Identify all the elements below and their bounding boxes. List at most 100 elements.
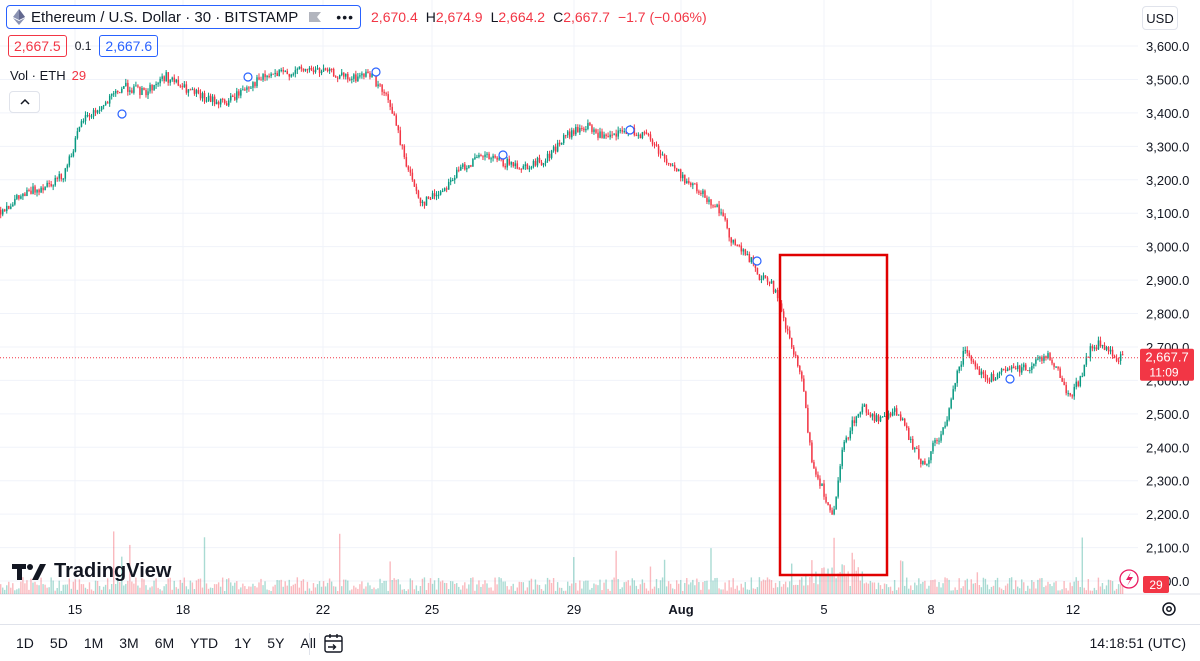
event-marker[interactable] <box>498 150 508 160</box>
utc-clock[interactable]: 14:18:51 (UTC) <box>1089 635 1186 651</box>
volume-label: Vol · ETH <box>10 68 66 83</box>
volume-bar <box>942 583 944 594</box>
volume-bar <box>58 580 60 594</box>
range-button-5d[interactable]: 5D <box>49 635 68 651</box>
candle-body <box>673 165 676 169</box>
volume-bar <box>978 585 981 594</box>
volume-bar <box>1085 590 1088 594</box>
symbol-title: Ethereum / U.S. Dollar · 30 · BITSTAMP <box>31 8 299 26</box>
candle-body <box>1109 349 1112 352</box>
candle-body <box>76 131 79 139</box>
volume-bar <box>294 583 297 594</box>
event-marker[interactable] <box>752 256 762 266</box>
candle-body <box>813 462 815 469</box>
volume-bar <box>710 548 712 594</box>
event-marker[interactable] <box>117 109 127 119</box>
candle-body <box>1121 354 1124 356</box>
candle-body <box>536 157 539 166</box>
volume-bar <box>38 585 40 594</box>
volume-bar <box>597 585 599 594</box>
volume-bar <box>845 576 847 594</box>
symbol-button[interactable]: Ethereum / U.S. Dollar · 30 · BITSTAMP •… <box>6 5 362 29</box>
ethereum-icon <box>13 9 25 25</box>
candle-body <box>908 427 910 440</box>
candle-body <box>197 90 200 93</box>
go-to-date-icon[interactable] <box>322 632 346 656</box>
volume-bar <box>16 589 18 594</box>
volume-bar <box>758 577 761 594</box>
candle-body <box>106 102 109 104</box>
change-value: −1.7 (−0.06%) <box>617 9 707 25</box>
volume-bar <box>562 590 565 594</box>
range-button-1d[interactable]: 1D <box>16 635 34 651</box>
candle-body <box>617 130 619 137</box>
candle-body <box>809 432 811 443</box>
candle-body <box>609 134 611 138</box>
more-dots-icon[interactable]: ••• <box>336 9 355 25</box>
volume-bar <box>829 575 831 594</box>
bid-price-button[interactable]: 2,667.5 <box>8 35 67 57</box>
volume-bar <box>649 566 652 594</box>
candle-body <box>238 91 240 96</box>
volume-bar <box>673 589 676 594</box>
range-button-5y[interactable]: 5Y <box>267 635 285 651</box>
candle-body <box>1063 381 1065 385</box>
volume-bar <box>282 586 284 594</box>
volume-bar <box>661 577 664 594</box>
volume-bar <box>946 578 948 594</box>
candle-body <box>359 75 361 77</box>
volume-bar <box>78 579 81 594</box>
candle-body <box>936 440 938 442</box>
collapse-legend-button[interactable] <box>9 91 40 113</box>
candle-body <box>803 378 805 392</box>
candle-body <box>256 77 258 87</box>
volume-bar <box>205 583 208 594</box>
volume-bar <box>916 585 918 594</box>
range-button-all[interactable]: All <box>292 633 324 653</box>
candle-body <box>294 70 297 74</box>
candle-body <box>215 101 218 105</box>
settings-gear-icon[interactable] <box>1160 600 1178 618</box>
candle-body <box>567 131 569 136</box>
event-marker[interactable] <box>371 67 381 77</box>
candle-body <box>702 190 704 194</box>
range-button-3m[interactable]: 3M <box>119 635 139 651</box>
volume-bar <box>932 579 934 594</box>
highlight-box <box>778 253 889 577</box>
candle-body <box>1021 367 1023 373</box>
currency-button[interactable]: USD <box>1142 6 1178 30</box>
event-marker[interactable] <box>625 125 635 135</box>
candle-body <box>456 169 458 178</box>
event-marker[interactable] <box>243 72 253 82</box>
flag-icon[interactable] <box>308 11 322 23</box>
volume-bar <box>248 586 250 594</box>
price-tick-label: 3,600.0 <box>1146 39 1189 54</box>
candle-body <box>605 134 607 137</box>
volume-bar <box>538 585 541 594</box>
volume-bar <box>46 587 48 594</box>
volume-bar <box>843 565 845 594</box>
candle-body <box>183 84 186 88</box>
candle-body <box>278 70 280 77</box>
candle-body <box>100 106 103 110</box>
range-button-1y[interactable]: 1Y <box>234 635 252 651</box>
price-chart[interactable]: 3,600.0 3,500.0 3,400.0 3,300.0 3,200.0 3,100… <box>0 0 1200 624</box>
candle-body <box>1077 381 1080 387</box>
low-value: L2,664.2 <box>490 9 546 25</box>
volume-bar <box>449 581 452 594</box>
volume-bar <box>885 584 888 594</box>
candle-body <box>4 209 6 212</box>
event-marker[interactable] <box>1005 374 1015 384</box>
range-button-ytd[interactable]: YTD <box>190 635 219 651</box>
range-button-6m[interactable]: 6M <box>154 635 175 651</box>
volume-bar <box>780 586 783 594</box>
range-button-1m[interactable]: 1M <box>83 635 104 651</box>
candle-body <box>1115 357 1118 361</box>
candle-body <box>137 85 139 87</box>
volume-bar <box>984 578 987 594</box>
candle-body <box>377 84 379 87</box>
ask-price-button[interactable]: 2,667.6 <box>99 35 159 57</box>
candle-body <box>720 212 722 214</box>
volume-bar <box>387 590 389 594</box>
